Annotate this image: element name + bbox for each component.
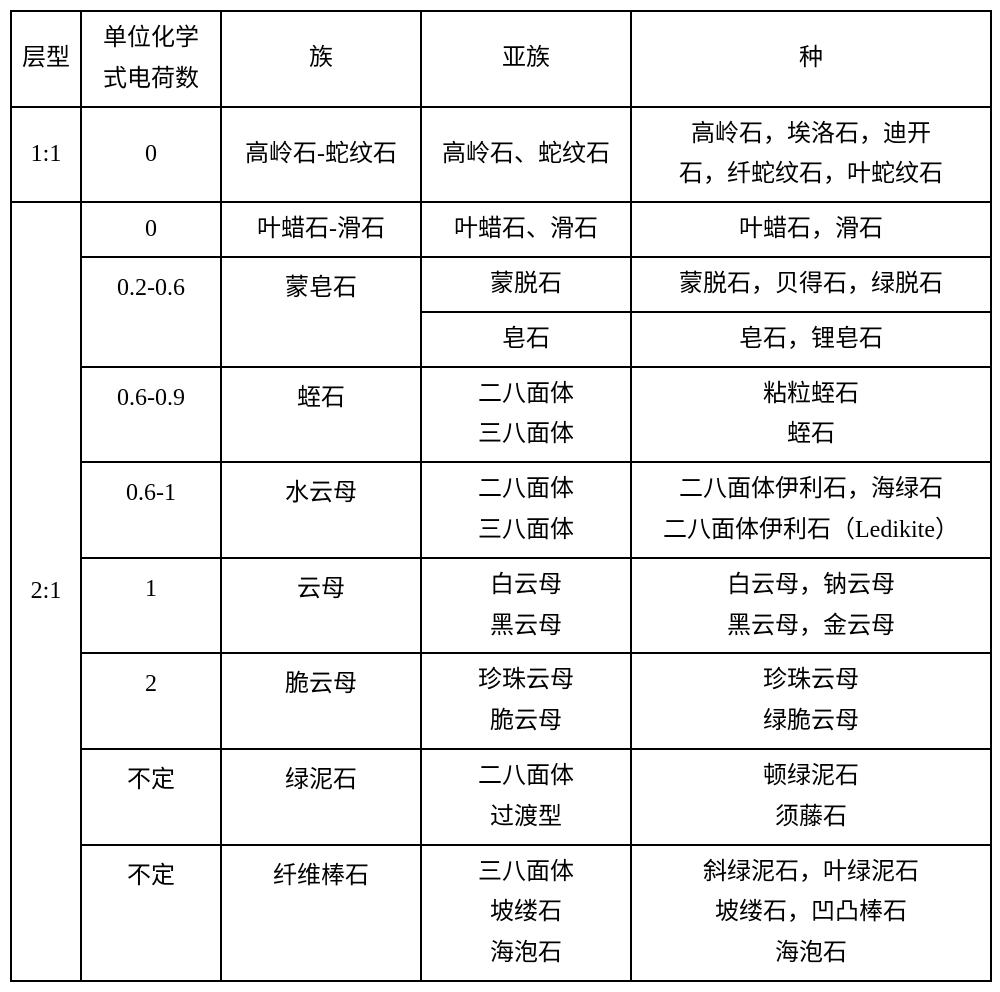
species-cell: 珍珠云母 绿脆云母	[631, 653, 991, 749]
subgroup-cell: 二八面体 过渡型	[421, 749, 631, 845]
subgroup-cell: 皂石	[421, 312, 631, 367]
subgroup-cell: 珍珠云母 脆云母	[421, 653, 631, 749]
header-subgroup: 亚族	[421, 11, 631, 107]
species-cell: 皂石，锂皂石	[631, 312, 991, 367]
table-row: 0.6-0.9 蛭石 二八面体 三八面体 粘粒蛭石 蛭石	[11, 367, 991, 463]
species-cell: 白云母，钠云母 黑云母，金云母	[631, 558, 991, 654]
group-cell: 高岭石-蛇纹石	[221, 107, 421, 203]
charge-cell: 0	[81, 107, 221, 203]
charge-cell: 不定	[81, 845, 221, 981]
layer-1-1: 1:1	[11, 107, 81, 203]
table-row: 0.6-1 水云母 二八面体 三八面体 二八面体伊利石，海绿石 二八面体伊利石（…	[11, 462, 991, 558]
group-cell: 纤维棒石	[221, 845, 421, 981]
table-row: 2 脆云母 珍珠云母 脆云母 珍珠云母 绿脆云母	[11, 653, 991, 749]
table-row: 0.2-0.6 蒙皂石 蒙脱石 蒙脱石，贝得石，绿脱石	[11, 257, 991, 312]
charge-cell: 0.2-0.6	[81, 257, 221, 367]
charge-cell: 不定	[81, 749, 221, 845]
header-layer-type: 层型	[11, 11, 81, 107]
subgroup-cell: 蒙脱石	[421, 257, 631, 312]
charge-cell: 1	[81, 558, 221, 654]
subgroup-cell: 叶蜡石、滑石	[421, 202, 631, 257]
mineral-classification-table: 层型 单位化学 式电荷数 族 亚族 种 1:1 0 高岭石-蛇纹石 高岭石、蛇纹…	[10, 10, 992, 982]
layer-2-1: 2:1	[11, 202, 81, 981]
species-cell: 高岭石，埃洛石，迪开 石，纤蛇纹石，叶蛇纹石	[631, 107, 991, 203]
subgroup-cell: 二八面体 三八面体	[421, 462, 631, 558]
table-row: 不定 绿泥石 二八面体 过渡型 顿绿泥石 须藤石	[11, 749, 991, 845]
table-row: 2:1 0 叶蜡石-滑石 叶蜡石、滑石 叶蜡石，滑石	[11, 202, 991, 257]
table-row: 不定 纤维棒石 三八面体 坡缕石 海泡石 斜绿泥石，叶绿泥石 坡缕石，凹凸棒石 …	[11, 845, 991, 981]
header-charge: 单位化学 式电荷数	[81, 11, 221, 107]
table-row: 1:1 0 高岭石-蛇纹石 高岭石、蛇纹石 高岭石，埃洛石，迪开 石，纤蛇纹石，…	[11, 107, 991, 203]
subgroup-cell: 三八面体 坡缕石 海泡石	[421, 845, 631, 981]
species-cell: 顿绿泥石 须藤石	[631, 749, 991, 845]
subgroup-cell: 二八面体 三八面体	[421, 367, 631, 463]
subgroup-cell: 高岭石、蛇纹石	[421, 107, 631, 203]
species-cell: 二八面体伊利石，海绿石 二八面体伊利石（Ledikite）	[631, 462, 991, 558]
charge-cell: 2	[81, 653, 221, 749]
header-group: 族	[221, 11, 421, 107]
group-cell: 脆云母	[221, 653, 421, 749]
group-cell: 蒙皂石	[221, 257, 421, 367]
group-cell: 叶蜡石-滑石	[221, 202, 421, 257]
group-cell: 云母	[221, 558, 421, 654]
charge-cell: 0.6-0.9	[81, 367, 221, 463]
group-cell: 蛭石	[221, 367, 421, 463]
species-cell: 叶蜡石，滑石	[631, 202, 991, 257]
header-species: 种	[631, 11, 991, 107]
group-cell: 绿泥石	[221, 749, 421, 845]
charge-cell: 0	[81, 202, 221, 257]
species-cell: 斜绿泥石，叶绿泥石 坡缕石，凹凸棒石 海泡石	[631, 845, 991, 981]
species-cell: 粘粒蛭石 蛭石	[631, 367, 991, 463]
subgroup-cell: 白云母 黑云母	[421, 558, 631, 654]
species-cell: 蒙脱石，贝得石，绿脱石	[631, 257, 991, 312]
group-cell: 水云母	[221, 462, 421, 558]
table-row: 1 云母 白云母 黑云母 白云母，钠云母 黑云母，金云母	[11, 558, 991, 654]
charge-cell: 0.6-1	[81, 462, 221, 558]
header-row: 层型 单位化学 式电荷数 族 亚族 种	[11, 11, 991, 107]
